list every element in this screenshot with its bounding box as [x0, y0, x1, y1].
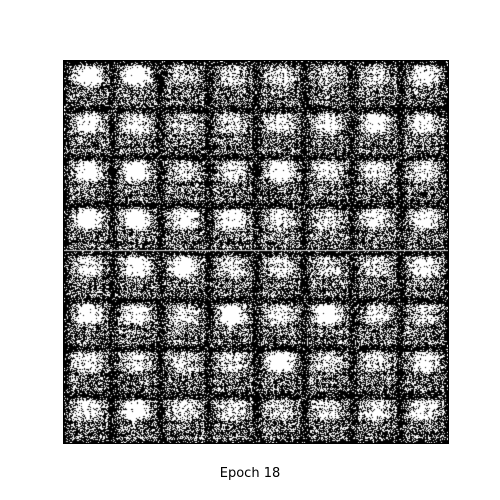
generated-sample-grid [63, 60, 449, 444]
sample-grid-canvas [64, 61, 448, 443]
figure-caption: Epoch 18 [219, 466, 281, 481]
